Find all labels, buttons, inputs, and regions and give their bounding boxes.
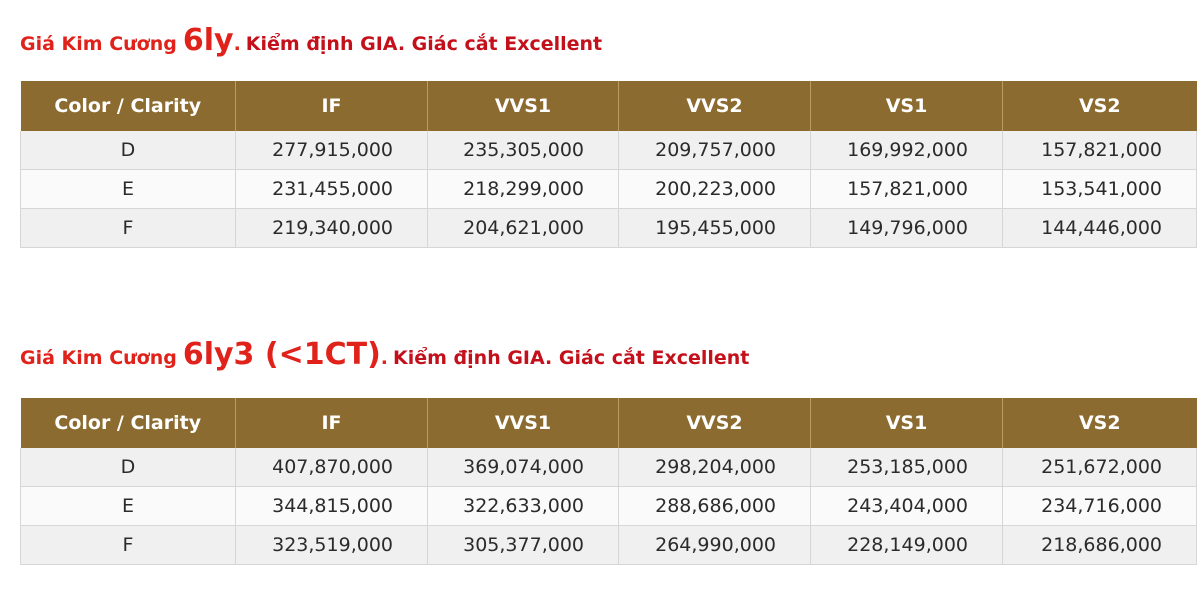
title-size: 6ly xyxy=(182,23,234,58)
row-color: E xyxy=(20,169,236,209)
title-suffix: Kiểm định GIA. Giác cắt Excellent xyxy=(393,347,750,369)
table-header-row: Color / Clarity IF VVS1 VVS2 VS1 VS2 xyxy=(20,81,1197,131)
price-cell: 218,299,000 xyxy=(427,169,619,209)
title-size: 6ly3 (<1CT) xyxy=(182,337,381,372)
price-cell: 243,404,000 xyxy=(810,486,1003,526)
price-cell: 407,870,000 xyxy=(235,448,428,487)
table-row: E 231,455,000 218,299,000 200,223,000 15… xyxy=(20,169,1197,209)
price-cell: 251,672,000 xyxy=(1002,448,1197,487)
header-vvs1: VVS1 xyxy=(427,398,619,448)
price-cell: 322,633,000 xyxy=(427,486,619,526)
header-if: IF xyxy=(235,398,428,448)
price-cell: 169,992,000 xyxy=(810,131,1003,170)
price-cell: 157,821,000 xyxy=(810,169,1003,209)
price-section-6ly: Giá Kim Cương 6ly. Kiểm định GIA. Giác cắt… xyxy=(20,0,1197,260)
price-cell: 231,455,000 xyxy=(235,169,428,209)
header-vs2: VS2 xyxy=(1002,81,1197,131)
price-table: Color / Clarity IF VVS1 VVS2 VS1 VS2 D 2… xyxy=(20,81,1197,248)
row-color: D xyxy=(20,448,236,487)
table-row: E 344,815,000 322,633,000 288,686,000 24… xyxy=(20,486,1197,526)
price-cell: 305,377,000 xyxy=(427,525,619,565)
price-cell: 144,446,000 xyxy=(1002,208,1197,248)
price-cell: 219,340,000 xyxy=(235,208,428,248)
price-section-6ly3: Giá Kim Cương 6ly3 (<1CT). Kiểm định GIA. … xyxy=(20,320,1197,580)
price-cell: 195,455,000 xyxy=(618,208,811,248)
header-vvs2: VVS2 xyxy=(618,398,811,448)
header-color-clarity: Color / Clarity xyxy=(20,398,236,448)
price-cell: 209,757,000 xyxy=(618,131,811,170)
price-cell: 298,204,000 xyxy=(618,448,811,487)
table-row: D 407,870,000 369,074,000 298,204,000 25… xyxy=(20,448,1197,487)
title-dot: . xyxy=(380,347,389,369)
section-title: Giá Kim Cương 6ly. Kiểm định GIA. Giác cắt… xyxy=(20,26,602,56)
title-prefix: Giá Kim Cương xyxy=(20,33,177,55)
price-cell: 228,149,000 xyxy=(810,525,1003,565)
price-cell: 153,541,000 xyxy=(1002,169,1197,209)
table-row: D 277,915,000 235,305,000 209,757,000 16… xyxy=(20,131,1197,170)
price-cell: 204,621,000 xyxy=(427,208,619,248)
title-suffix: Kiểm định GIA. Giác cắt Excellent xyxy=(245,33,603,55)
price-cell: 234,716,000 xyxy=(1002,486,1197,526)
price-cell: 369,074,000 xyxy=(427,448,619,487)
row-color: D xyxy=(20,131,236,170)
table-header-row: Color / Clarity IF VVS1 VVS2 VS1 VS2 xyxy=(20,398,1197,448)
price-cell: 344,815,000 xyxy=(235,486,428,526)
header-vvs1: VVS1 xyxy=(427,81,619,131)
title-dot: . xyxy=(233,33,241,55)
header-vs2: VS2 xyxy=(1002,398,1197,448)
header-vs1: VS1 xyxy=(810,398,1003,448)
price-cell: 288,686,000 xyxy=(618,486,811,526)
row-color: E xyxy=(20,486,236,526)
header-vs1: VS1 xyxy=(810,81,1003,131)
price-cell: 218,686,000 xyxy=(1002,525,1197,565)
price-cell: 264,990,000 xyxy=(618,525,811,565)
row-color: F xyxy=(20,208,236,248)
table-row: F 323,519,000 305,377,000 264,990,000 22… xyxy=(20,525,1197,565)
title-prefix: Giá Kim Cương xyxy=(20,347,177,369)
price-cell: 253,185,000 xyxy=(810,448,1003,487)
row-color: F xyxy=(20,525,236,565)
price-cell: 277,915,000 xyxy=(235,131,428,170)
table-row: F 219,340,000 204,621,000 195,455,000 14… xyxy=(20,208,1197,248)
price-cell: 200,223,000 xyxy=(618,169,811,209)
header-if: IF xyxy=(235,81,428,131)
price-cell: 157,821,000 xyxy=(1002,131,1197,170)
price-cell: 149,796,000 xyxy=(810,208,1003,248)
header-color-clarity: Color / Clarity xyxy=(20,81,236,131)
price-cell: 235,305,000 xyxy=(427,131,619,170)
section-title: Giá Kim Cương 6ly3 (<1CT). Kiểm định GIA. … xyxy=(20,340,749,370)
price-table: Color / Clarity IF VVS1 VVS2 VS1 VS2 D 4… xyxy=(20,398,1197,565)
header-vvs2: VVS2 xyxy=(618,81,811,131)
price-cell: 323,519,000 xyxy=(235,525,428,565)
